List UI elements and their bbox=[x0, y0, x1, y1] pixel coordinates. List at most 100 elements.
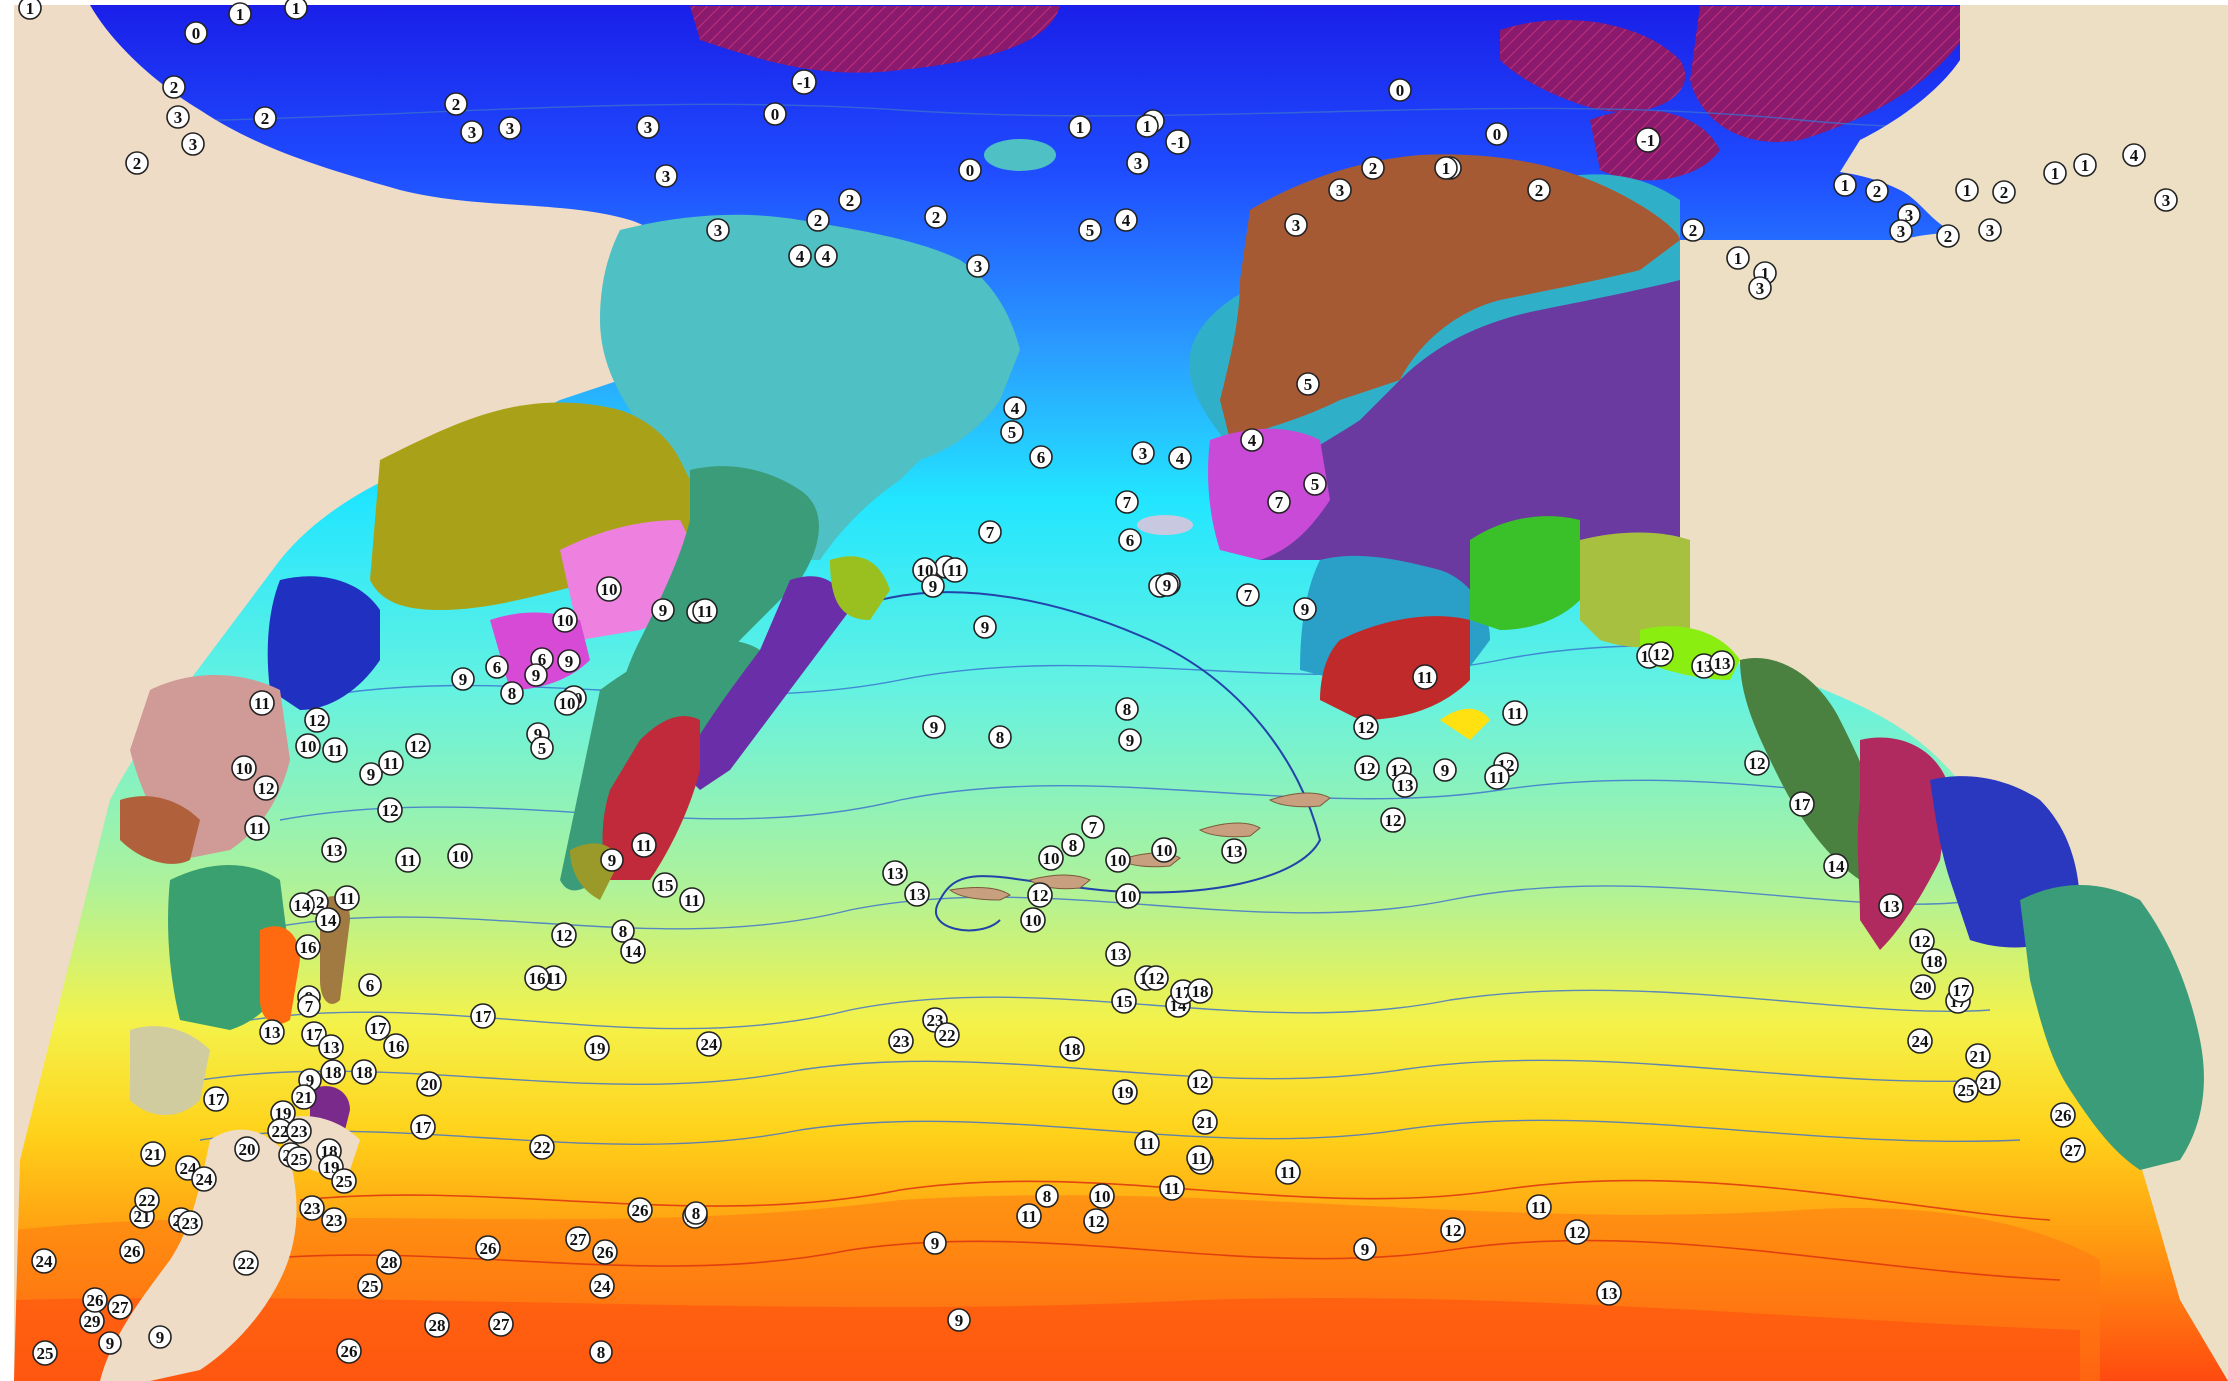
svg-text:24: 24 bbox=[196, 1170, 214, 1189]
kamchatka-red-region bbox=[602, 716, 700, 880]
svg-text:8: 8 bbox=[508, 684, 517, 703]
temperature-label: 24 bbox=[589, 1273, 615, 1299]
svg-text:7: 7 bbox=[1244, 586, 1253, 605]
temperature-label: 11 bbox=[1526, 1194, 1552, 1220]
svg-text:8: 8 bbox=[996, 728, 1005, 747]
temperature-label: 21 bbox=[1192, 1109, 1218, 1135]
svg-text:4: 4 bbox=[1011, 399, 1020, 418]
temperature-label: 9 bbox=[922, 715, 946, 739]
svg-text:9: 9 bbox=[1441, 761, 1450, 780]
svg-text:10: 10 bbox=[1120, 887, 1137, 906]
svg-text:9: 9 bbox=[955, 1311, 964, 1330]
svg-text:23: 23 bbox=[291, 1122, 308, 1141]
temperature-label: 19 bbox=[584, 1035, 610, 1061]
temperature-label: 11 bbox=[395, 847, 421, 873]
svg-text:22: 22 bbox=[238, 1254, 255, 1273]
svg-text:12: 12 bbox=[1749, 754, 1766, 773]
svg-text:8: 8 bbox=[1043, 1187, 1052, 1206]
svg-text:3: 3 bbox=[174, 108, 183, 127]
temperature-label: 15 bbox=[1111, 988, 1137, 1014]
svg-text:3: 3 bbox=[714, 221, 723, 240]
temperature-label: 6 bbox=[1118, 528, 1142, 552]
svg-text:11: 11 bbox=[1191, 1149, 1207, 1168]
temperature-label: 9 bbox=[148, 1325, 172, 1349]
temperature-label: 27 bbox=[107, 1294, 133, 1320]
svg-text:2: 2 bbox=[1689, 221, 1698, 240]
temperature-label: 23 bbox=[888, 1028, 914, 1054]
temperature-label: 23 bbox=[299, 1195, 325, 1221]
temperature-label: 3 bbox=[636, 115, 660, 139]
sakhalin-orange-region bbox=[260, 926, 300, 1024]
svg-text:5: 5 bbox=[1086, 221, 1095, 240]
svg-text:27: 27 bbox=[2065, 1141, 2083, 1160]
temperature-label: 8 bbox=[1061, 833, 1085, 857]
svg-text:13: 13 bbox=[1696, 657, 1713, 676]
svg-text:10: 10 bbox=[1025, 911, 1042, 930]
temperature-label: 11 bbox=[1275, 1159, 1301, 1185]
temperature-label: 1 bbox=[1726, 246, 1750, 270]
temperature-label: 12 bbox=[1353, 714, 1379, 740]
temperature-label: 13 bbox=[1596, 1280, 1622, 1306]
svg-text:19: 19 bbox=[589, 1039, 606, 1058]
svg-text:3: 3 bbox=[662, 167, 671, 186]
svg-text:17: 17 bbox=[475, 1007, 493, 1026]
temperature-label: 9 bbox=[359, 762, 383, 786]
temperature-label: 24 bbox=[191, 1166, 217, 1192]
temperature-label: 10 bbox=[1089, 1183, 1115, 1209]
temperature-label: 27 bbox=[565, 1226, 591, 1252]
temperature-label: 28 bbox=[424, 1312, 450, 1338]
temperature-label: -1 bbox=[1165, 129, 1191, 155]
temperature-label: 22 bbox=[233, 1250, 259, 1276]
temperature-label: 15 bbox=[652, 872, 678, 898]
svg-text:24: 24 bbox=[701, 1035, 719, 1054]
svg-text:18: 18 bbox=[325, 1063, 342, 1082]
svg-text:28: 28 bbox=[381, 1253, 398, 1272]
svg-text:12: 12 bbox=[382, 801, 399, 820]
temperature-label: 3 bbox=[1131, 441, 1155, 465]
svg-text:2: 2 bbox=[170, 78, 179, 97]
temperature-label: 10 bbox=[1105, 847, 1131, 873]
svg-text:11: 11 bbox=[249, 819, 265, 838]
temperature-label: 2 bbox=[1992, 180, 2016, 204]
temperature-label: 3 bbox=[1889, 219, 1913, 243]
temperature-label: 8 bbox=[589, 1340, 613, 1364]
temperature-label: 2 bbox=[1681, 218, 1705, 242]
svg-text:27: 27 bbox=[570, 1230, 588, 1249]
temperature-label: 25 bbox=[1953, 1077, 1979, 1103]
svg-text:11: 11 bbox=[1164, 1179, 1180, 1198]
temperature-label: 26 bbox=[336, 1338, 362, 1364]
temperature-label: 10 bbox=[596, 576, 622, 602]
temperature-label: 1 bbox=[2043, 161, 2067, 185]
temperature-label: 4 bbox=[1240, 428, 1264, 452]
temperature-label: 13 bbox=[259, 1019, 285, 1045]
svg-text:25: 25 bbox=[336, 1172, 353, 1191]
temperature-label: 12 bbox=[1648, 641, 1674, 667]
temperature-label: 7 bbox=[297, 994, 321, 1018]
svg-text:7: 7 bbox=[986, 523, 995, 542]
svg-text:11: 11 bbox=[546, 969, 562, 988]
temperature-label: 20 bbox=[1910, 974, 1936, 1000]
temperature-label: 1 bbox=[1135, 114, 1159, 138]
svg-text:9: 9 bbox=[981, 618, 990, 637]
svg-text:21: 21 bbox=[145, 1145, 162, 1164]
svg-text:12: 12 bbox=[1569, 1223, 1586, 1242]
seward-region bbox=[1208, 428, 1330, 560]
temperature-label: 7 bbox=[1081, 815, 1105, 839]
svg-text:12: 12 bbox=[1192, 1073, 1209, 1092]
svg-text:1: 1 bbox=[26, 0, 35, 18]
temperature-label: 24 bbox=[31, 1248, 57, 1274]
svg-text:23: 23 bbox=[182, 1214, 199, 1233]
svg-text:2: 2 bbox=[452, 95, 461, 114]
temperature-label: 4 bbox=[1003, 396, 1027, 420]
temperature-label: 3 bbox=[1284, 213, 1308, 237]
temperature-label: 18 bbox=[320, 1059, 346, 1085]
temperature-label: -1 bbox=[791, 69, 817, 95]
temperature-label: 1 bbox=[1434, 156, 1458, 180]
temperature-label: 10 bbox=[554, 690, 580, 716]
svg-text:2: 2 bbox=[1535, 181, 1544, 200]
svg-text:19: 19 bbox=[275, 1104, 292, 1123]
svg-text:1: 1 bbox=[1841, 176, 1850, 195]
svg-text:1: 1 bbox=[1734, 249, 1743, 268]
svg-text:8: 8 bbox=[597, 1343, 606, 1362]
svg-text:3: 3 bbox=[1139, 444, 1148, 463]
